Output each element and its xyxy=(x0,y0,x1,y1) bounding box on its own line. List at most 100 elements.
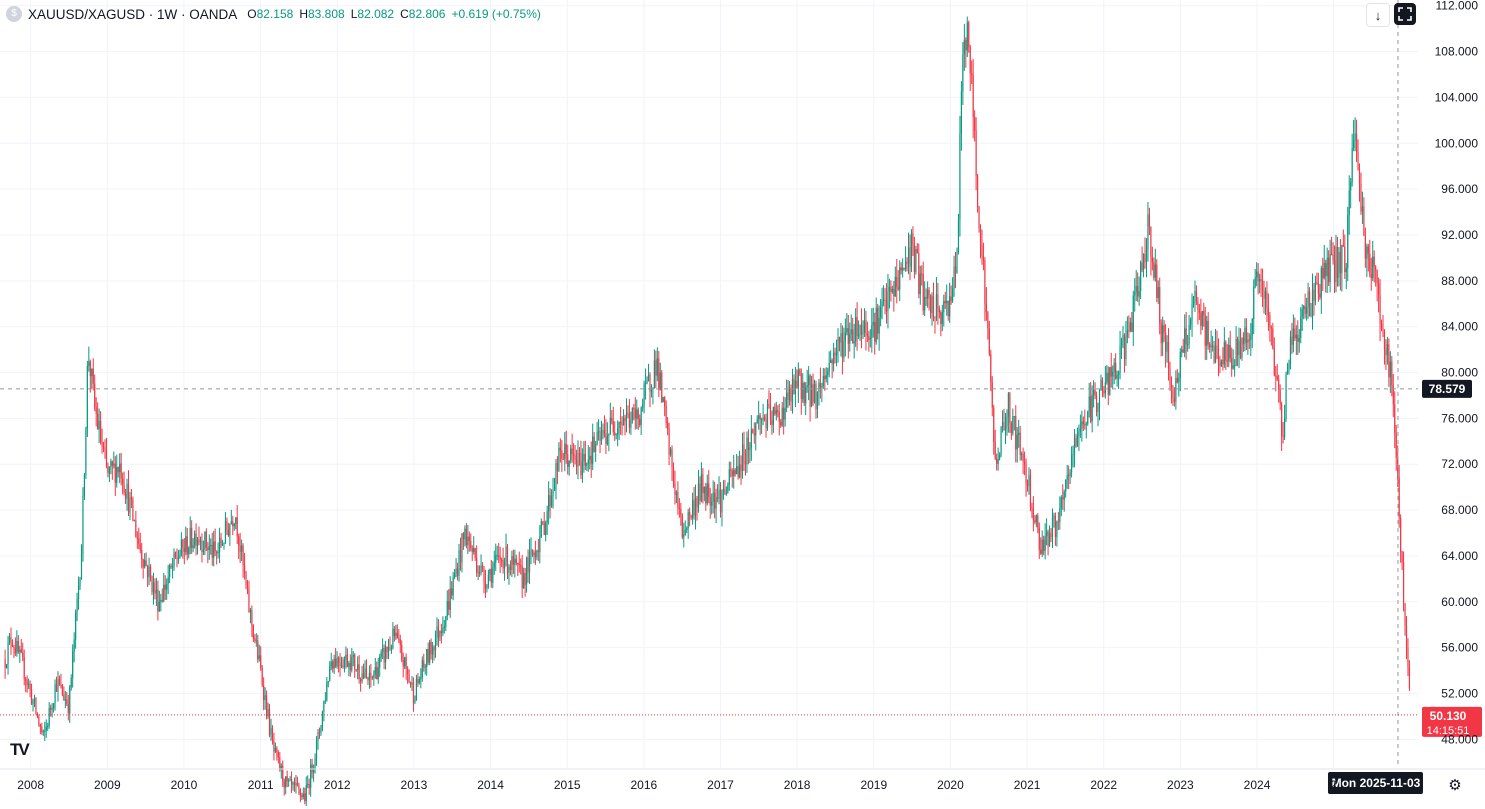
candle-body xyxy=(684,529,686,535)
candle-body xyxy=(163,584,165,602)
candle xyxy=(499,546,501,573)
candle xyxy=(52,703,55,713)
candle-body xyxy=(1276,375,1278,380)
candle-body xyxy=(158,601,160,612)
chart-settings-button[interactable]: ⚙ xyxy=(1444,774,1466,796)
candle xyxy=(1000,426,1002,458)
candle-body xyxy=(295,783,297,786)
candle xyxy=(1229,330,1231,363)
candle xyxy=(877,303,879,340)
candle-body xyxy=(1101,379,1104,391)
candle-body xyxy=(427,649,429,663)
candle-body xyxy=(625,412,628,422)
candle xyxy=(925,288,927,306)
candle xyxy=(788,381,791,406)
candle-body xyxy=(1388,344,1390,378)
candle-body xyxy=(517,563,519,565)
candle xyxy=(606,422,608,446)
candle-body xyxy=(336,657,338,667)
candle xyxy=(768,390,770,409)
candle xyxy=(273,732,275,761)
candle-body xyxy=(972,74,974,118)
candle xyxy=(41,722,43,735)
symbol-legend: $ XAUUSD/XAGUSD · 1W · OANDA O 82.158 H 83… xyxy=(6,4,541,24)
candle-body xyxy=(545,522,547,536)
candle xyxy=(296,776,299,787)
candle xyxy=(783,396,785,435)
candle xyxy=(424,663,426,675)
candle xyxy=(401,640,403,663)
candle-body xyxy=(503,562,506,569)
candle-body xyxy=(86,366,88,429)
candle-body xyxy=(254,638,256,641)
candle xyxy=(665,400,667,429)
candle xyxy=(111,460,113,480)
candle xyxy=(398,629,400,644)
candle xyxy=(35,697,37,715)
candle-body xyxy=(1051,517,1054,538)
candle xyxy=(871,308,873,353)
candle xyxy=(1354,117,1356,152)
candle-body xyxy=(697,483,700,508)
candle-body xyxy=(882,299,885,302)
candle xyxy=(1360,172,1362,215)
candle xyxy=(1159,277,1161,335)
candle-body xyxy=(1307,291,1309,308)
candle xyxy=(799,368,801,377)
candle xyxy=(950,285,952,305)
candle xyxy=(589,447,591,470)
candle-body xyxy=(326,682,328,701)
candle xyxy=(910,229,913,272)
candle-body xyxy=(42,731,44,733)
candle-body xyxy=(239,545,241,552)
candle xyxy=(1329,239,1331,293)
candle-body xyxy=(932,296,935,317)
candle xyxy=(216,550,218,565)
candle xyxy=(1073,429,1076,468)
candle xyxy=(361,665,363,684)
candle-body xyxy=(1210,345,1212,348)
candle-body xyxy=(483,568,485,582)
candle xyxy=(639,414,641,428)
candle-body xyxy=(530,549,532,552)
candle-body xyxy=(965,39,967,51)
candle xyxy=(963,23,965,71)
candle-body xyxy=(548,495,550,512)
candle-body xyxy=(837,337,839,351)
candle xyxy=(1394,391,1396,449)
candle-body xyxy=(1408,667,1411,689)
candle xyxy=(944,291,946,309)
candle-body xyxy=(433,646,435,651)
candle xyxy=(954,252,957,289)
candle-body xyxy=(392,628,394,649)
candle xyxy=(437,619,440,648)
candle xyxy=(420,668,422,689)
fullscreen-button[interactable] xyxy=(1394,3,1416,25)
candle-body xyxy=(214,541,216,552)
candle xyxy=(426,649,428,676)
candle-body xyxy=(119,463,121,473)
candle xyxy=(221,539,224,547)
candle-body xyxy=(263,684,265,701)
scroll-to-realtime-button[interactable]: ↓ xyxy=(1366,3,1390,27)
candle xyxy=(1038,522,1040,559)
close-label: C xyxy=(400,7,409,21)
candle-body xyxy=(1229,345,1231,358)
candle xyxy=(734,468,736,477)
candle-body xyxy=(393,628,395,637)
candle-body xyxy=(703,486,705,494)
candle-body xyxy=(737,466,739,478)
candle xyxy=(1194,280,1196,312)
symbol-title[interactable]: XAUUSD/XAGUSD · 1W · OANDA xyxy=(28,6,238,22)
candle xyxy=(1278,374,1280,403)
candle xyxy=(1204,306,1206,361)
candle xyxy=(1369,239,1371,278)
candle xyxy=(750,415,752,461)
candle xyxy=(421,656,423,682)
candle-body xyxy=(1304,306,1306,314)
candle-body xyxy=(584,453,586,466)
time-tick-label: 2 xyxy=(1330,778,1337,792)
candle xyxy=(681,513,683,540)
candle-body xyxy=(189,528,191,548)
